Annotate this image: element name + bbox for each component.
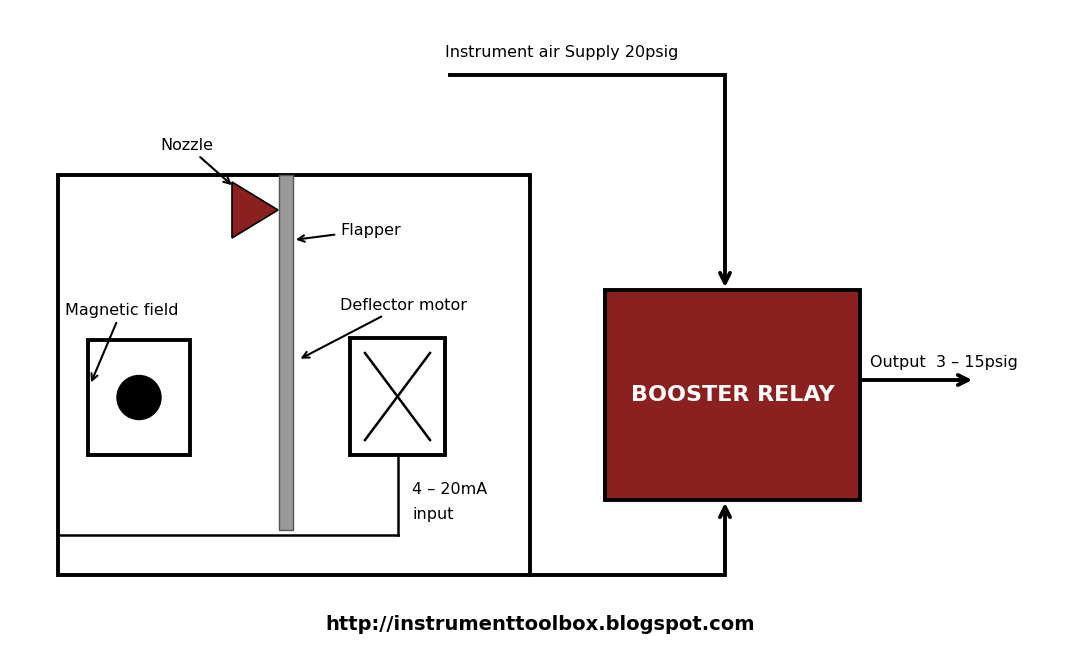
Text: Flapper: Flapper	[298, 222, 401, 241]
Text: BOOSTER RELAY: BOOSTER RELAY	[630, 385, 835, 405]
Text: 4 – 20mA: 4 – 20mA	[413, 482, 488, 497]
Bar	[350, 338, 445, 455]
Text: http://instrumenttoolbox.blogspot.com: http://instrumenttoolbox.blogspot.com	[325, 615, 755, 634]
Text: Nozzle: Nozzle	[160, 138, 230, 184]
Bar	[605, 290, 860, 500]
Text: Output  3 – 15psig: Output 3 – 15psig	[870, 355, 1018, 370]
Bar	[279, 175, 293, 530]
Text: Deflector motor: Deflector motor	[303, 297, 467, 358]
Text: Magnetic field: Magnetic field	[65, 303, 178, 380]
Circle shape	[117, 376, 161, 420]
Polygon shape	[232, 182, 278, 238]
Bar	[88, 340, 190, 455]
Bar	[58, 175, 530, 575]
Text: Instrument air Supply 20psig: Instrument air Supply 20psig	[445, 45, 679, 61]
Text: input: input	[413, 507, 454, 522]
